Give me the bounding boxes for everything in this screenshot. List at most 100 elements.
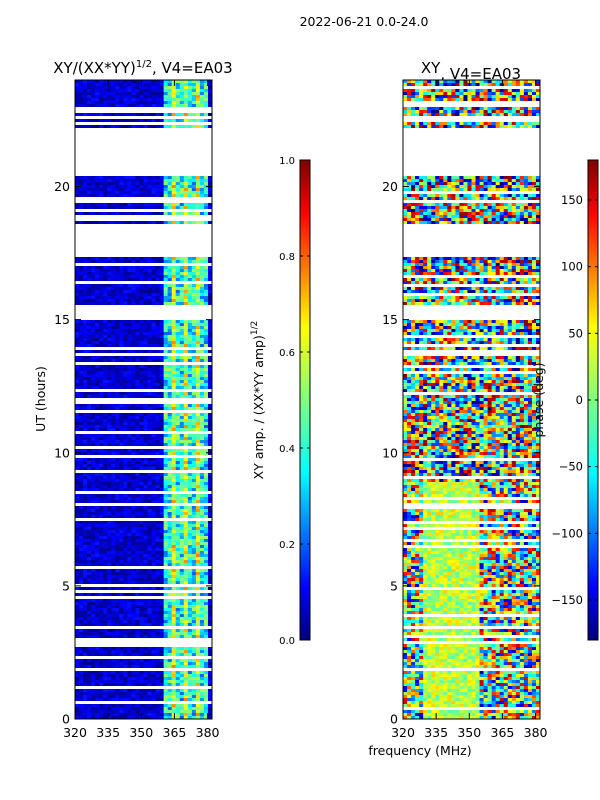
heatmap-cell (187, 698, 193, 701)
heatmap-cell (119, 599, 124, 602)
heatmap-cell (199, 419, 205, 422)
heatmap-cell (179, 593, 185, 596)
heatmap-cell (199, 629, 205, 632)
heatmap-cell (111, 92, 116, 95)
heatmap-cell (187, 485, 193, 488)
heatmap-cell (207, 569, 212, 572)
heatmap-cell (139, 395, 145, 398)
heatmap-cell (75, 578, 80, 581)
heatmap-cell (155, 266, 161, 269)
heatmap-cell (167, 299, 173, 302)
heatmap-cell (199, 89, 205, 92)
heatmap-cell (203, 98, 209, 101)
heatmap-cell (191, 80, 197, 83)
heatmap-cell (171, 539, 177, 542)
heatmap-cell (191, 488, 197, 491)
heatmap-cell (187, 506, 193, 509)
heatmap-cell (115, 443, 120, 446)
heatmap-cell (175, 473, 181, 476)
heatmap-cell (111, 434, 116, 437)
heatmap-cell (127, 524, 133, 527)
heatmap-cell (91, 485, 96, 488)
heatmap-cell (115, 287, 120, 290)
heatmap-cell (171, 125, 177, 128)
heatmap-cell (195, 689, 201, 692)
heatmap-cell (107, 704, 112, 707)
heatmap-cell (199, 284, 205, 287)
heatmap-cell (119, 647, 124, 650)
heatmap-cell (91, 413, 96, 416)
heatmap-cell (203, 635, 209, 638)
heatmap-cell (175, 659, 181, 662)
heatmap-cell (111, 575, 116, 578)
heatmap-cell (139, 266, 145, 269)
heatmap-cell (127, 593, 133, 596)
heatmap-cell (139, 338, 145, 341)
heatmap-cell (131, 437, 137, 440)
heatmap-cell (151, 194, 157, 197)
heatmap-cell (191, 554, 197, 557)
heatmap-cell (203, 83, 209, 86)
heatmap-cell (179, 320, 185, 323)
heatmap-cell (163, 698, 169, 701)
heatmap-cell (171, 284, 177, 287)
heatmap-cell (83, 344, 88, 347)
heatmap-cell (79, 650, 84, 653)
heatmap-cell (191, 434, 197, 437)
heatmap-cell (207, 605, 212, 608)
heatmap-cell (95, 560, 100, 563)
heatmap-cell (175, 452, 181, 455)
heatmap-cell (143, 572, 149, 575)
heatmap-cell (83, 341, 88, 344)
heatmap-cell (115, 707, 120, 710)
heatmap-cell (79, 713, 84, 716)
heatmap-cell (171, 329, 177, 332)
heatmap-cell (75, 203, 80, 206)
heatmap-cell (143, 290, 149, 293)
heatmap-cell (147, 83, 153, 86)
heatmap-cell (171, 545, 177, 548)
heatmap-cell (199, 473, 205, 476)
heatmap-cell (123, 422, 128, 425)
heatmap-cell (107, 548, 112, 551)
heatmap-cell (135, 515, 141, 518)
heatmap-cell (119, 635, 124, 638)
heatmap-cell (159, 716, 165, 719)
heatmap-cell (87, 257, 92, 260)
heatmap-cell (143, 554, 149, 557)
heatmap-cell (99, 119, 104, 122)
heatmap-cell (179, 221, 185, 224)
heatmap-cell (103, 395, 108, 398)
heatmap-cell (131, 659, 137, 662)
heatmap-cell (155, 479, 161, 482)
heatmap-cell (159, 428, 165, 431)
heatmap-cell (99, 671, 104, 674)
heatmap-cell (131, 260, 137, 263)
heatmap-cell (147, 275, 153, 278)
heatmap-cell (87, 422, 92, 425)
heatmap-cell (83, 467, 88, 470)
heatmap-cell (167, 404, 173, 407)
heatmap-cell (127, 689, 133, 692)
x-tick-label: 320 (63, 725, 87, 740)
heatmap-cell (79, 506, 84, 509)
heatmap-cell (83, 80, 88, 83)
heatmap-cell (199, 194, 205, 197)
heatmap-cell (111, 572, 116, 575)
heatmap-cell (111, 713, 116, 716)
heatmap-cell (191, 515, 197, 518)
heatmap-cell (167, 608, 173, 611)
heatmap-cell (183, 710, 189, 713)
heatmap-cell (75, 275, 80, 278)
heatmap-cell (139, 113, 145, 116)
heatmap-cell (159, 476, 165, 479)
heatmap-cell (127, 368, 133, 371)
heatmap-cell (203, 449, 209, 452)
heatmap-cell (195, 329, 201, 332)
heatmap-cell (123, 419, 128, 422)
heatmap-cell (83, 338, 88, 341)
heatmap-cell (207, 464, 212, 467)
heatmap-cell (187, 608, 193, 611)
heatmap-cell (95, 587, 100, 590)
heatmap-cell (135, 659, 141, 662)
